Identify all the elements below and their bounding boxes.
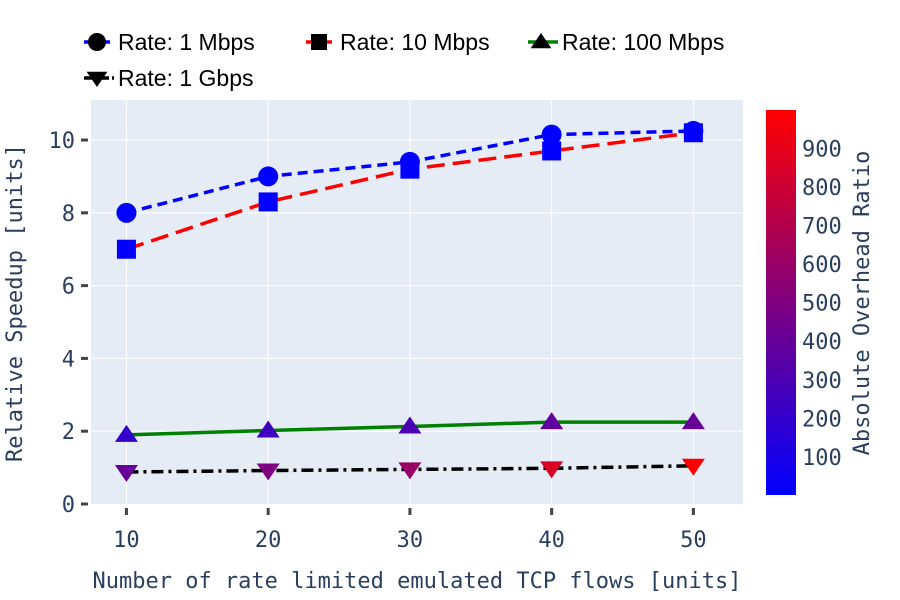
colorbar-tick-label: 500: [802, 292, 842, 317]
x-tick-label: 10: [113, 528, 140, 553]
data-point: [681, 412, 705, 430]
data-point: [114, 464, 138, 482]
legend-marker: [311, 34, 327, 50]
axes: 10 20 30 40 50 0 2 4 6 8 10: [49, 129, 707, 553]
data-point: [114, 424, 138, 442]
legend-marker: [86, 71, 108, 87]
data-point: [540, 412, 564, 430]
data-point: [683, 123, 703, 143]
y-tick-label: 4: [62, 347, 75, 372]
colorbar: 100 200 300 400 500 600 700 800 900: [766, 110, 842, 495]
data-point: [256, 420, 280, 438]
colorbar-tick-label: 300: [802, 369, 842, 394]
colorbar-tick-label: 600: [802, 253, 842, 278]
series-3: [114, 458, 705, 482]
y-tick-label: 0: [62, 493, 75, 518]
y-tick-label: 2: [62, 420, 75, 445]
data-point: [400, 159, 420, 179]
y-tick-label: 10: [49, 129, 76, 154]
legend-item: Rate: 100 Mbps: [528, 29, 724, 55]
y-tick-label: 6: [62, 275, 75, 300]
colorbar-tick-label: 100: [802, 446, 842, 471]
series-1: [116, 123, 703, 259]
x-axis-title: Number of rate limited emulated TCP flow…: [92, 569, 741, 594]
legend-item: Rate: 10 Mbps: [306, 29, 490, 55]
colorbar-gradient: [766, 110, 796, 495]
colorbar-tick-label: 700: [802, 215, 842, 240]
colorbar-tick-label: 800: [802, 176, 842, 201]
x-tick-label: 30: [397, 528, 424, 553]
x-tick-label: 40: [538, 528, 565, 553]
colorbar-title: Absolute Overhead Ratio: [850, 151, 875, 456]
legend: Rate: 1 Mbps Rate: 10 Mbps Rate: 100 Mbps R…: [84, 29, 724, 91]
x-tick-label: 20: [255, 528, 282, 553]
data-point: [540, 461, 564, 479]
data-point: [398, 416, 422, 434]
series-layer: [114, 120, 705, 482]
legend-label: Rate: 10 Mbps: [340, 29, 490, 55]
colorbar-tick-label: 200: [802, 407, 842, 432]
data-point: [398, 462, 422, 480]
colorbar-tick-label: 400: [802, 330, 842, 355]
legend-label: Rate: 100 Mbps: [562, 29, 724, 55]
legend-marker: [88, 33, 106, 51]
colorbar-tick-label: 900: [802, 138, 842, 163]
y-axis-title: Relative Speedup [units]: [3, 144, 28, 462]
legend-marker: [530, 33, 552, 49]
data-point: [541, 124, 562, 145]
x-tick-label: 50: [680, 528, 707, 553]
data-point: [258, 166, 279, 187]
series-2: [114, 412, 705, 442]
data-point: [542, 141, 562, 161]
data-point: [258, 192, 278, 212]
y-tick-label: 8: [62, 202, 75, 227]
data-point: [681, 458, 705, 476]
data-point: [116, 202, 137, 223]
data-point: [256, 463, 280, 481]
legend-item: Rate: 1 Mbps: [84, 29, 255, 55]
data-point: [116, 239, 136, 259]
legend-label: Rate: 1 Mbps: [118, 29, 255, 55]
legend-label: Rate: 1 Gbps: [118, 65, 254, 91]
legend-item: Rate: 1 Gbps: [84, 65, 254, 91]
